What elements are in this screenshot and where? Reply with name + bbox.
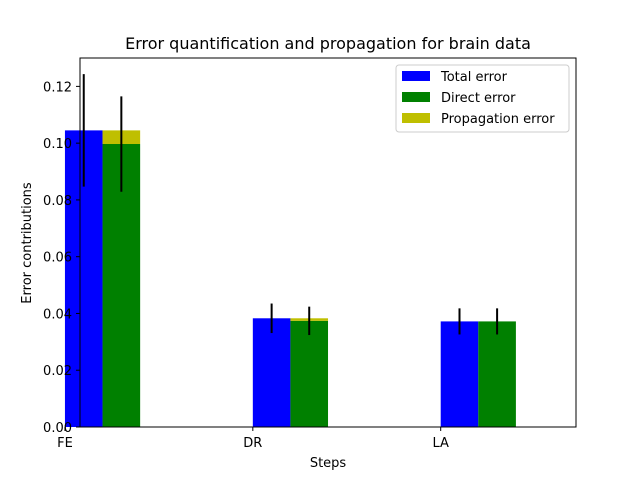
- legend-box: [395, 64, 570, 133]
- legend-swatch: [402, 92, 430, 102]
- y-tick-label: 0.10: [43, 137, 72, 152]
- bar-total-error: [440, 321, 479, 427]
- y-tick-label: 0.12: [43, 80, 72, 95]
- bar-direct-error: [290, 320, 329, 427]
- plot-area: 0.00 0.02 0.04 0.06 0.08 0.10 0.12 FE DR LA: [43, 57, 577, 451]
- x-tick-label: LA: [432, 436, 449, 451]
- bar-total-error: [252, 318, 291, 427]
- legend-swatch: [402, 71, 430, 81]
- x-axis-label: Steps: [310, 456, 347, 471]
- bar-direct-error: [478, 321, 516, 427]
- legend-swatch: [402, 113, 430, 123]
- y-tick-label: 0.02: [43, 364, 72, 379]
- x-tick-label: DR: [243, 436, 262, 451]
- y-tick-label: 0.00: [43, 421, 72, 436]
- x-tick-label: FE: [57, 436, 73, 451]
- y-axis-label: Error contributions: [20, 182, 35, 304]
- y-tick-label: 0.08: [43, 194, 72, 209]
- chart-title: Error quantification and propagation for…: [125, 34, 531, 53]
- legend: Total error Direct error Propagation error: [395, 64, 570, 133]
- axes-frame: [79, 57, 577, 428]
- y-tick-label: 0.04: [43, 307, 72, 322]
- legend-label: Direct error: [441, 91, 516, 106]
- legend-label: Total error: [440, 70, 508, 85]
- y-tick-label: 0.06: [43, 251, 72, 266]
- legend-label: Propagation error: [441, 112, 555, 127]
